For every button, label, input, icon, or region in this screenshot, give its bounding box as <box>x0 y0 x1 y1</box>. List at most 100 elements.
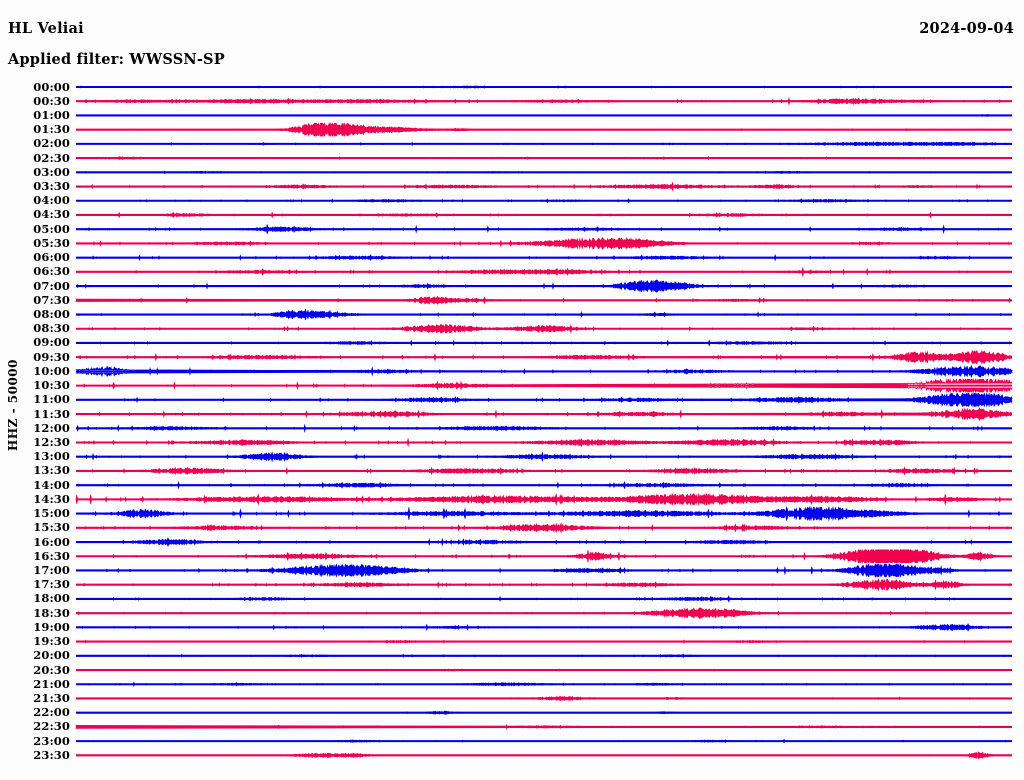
time-tick-1200: 12:00 <box>33 420 70 435</box>
time-tick-2330: 23:30 <box>33 747 70 762</box>
trace-row-1100 <box>75 392 1013 408</box>
trace-row-1200 <box>75 423 1013 433</box>
trace-row-2200 <box>75 710 1013 715</box>
trace-row-2130 <box>75 696 1013 701</box>
trace-row-0000 <box>75 85 1013 89</box>
trace-row-0530 <box>75 236 1013 250</box>
trace-row-0230 <box>75 155 1013 161</box>
trace-row-1330 <box>75 466 1013 476</box>
trace-row-1300 <box>75 451 1013 463</box>
plot-date: 2024-09-04 <box>919 20 1014 37</box>
time-tick-1730: 17:30 <box>33 577 70 592</box>
time-tick-0500: 05:00 <box>33 221 70 236</box>
station-title: HL Veliai <box>8 20 84 37</box>
time-tick-1130: 11:30 <box>33 406 70 421</box>
time-tick-2130: 21:30 <box>33 690 70 705</box>
time-tick-1700: 17:00 <box>33 562 70 577</box>
time-tick-0930: 09:30 <box>33 349 70 364</box>
time-tick-1300: 13:00 <box>33 449 70 464</box>
trace-row-0200 <box>75 141 1013 147</box>
trace-row-0130 <box>75 122 1013 138</box>
time-tick-0200: 02:00 <box>33 136 70 151</box>
time-tick-0600: 06:00 <box>33 250 70 265</box>
time-tick-1230: 12:30 <box>33 435 70 449</box>
time-tick-1400: 14:00 <box>33 477 70 492</box>
trace-row-1800 <box>75 595 1013 603</box>
time-tick-0430: 04:30 <box>33 207 70 222</box>
time-tick-0400: 04:00 <box>33 193 70 208</box>
time-tick-1830: 18:30 <box>33 605 70 620</box>
trace-row-0700 <box>75 279 1013 293</box>
trace-row-2030 <box>75 668 1013 672</box>
trace-row-0830 <box>75 323 1013 334</box>
time-tick-1500: 15:00 <box>33 506 70 521</box>
time-tick-2000: 20:00 <box>33 648 70 663</box>
trace-row-2300 <box>75 738 1013 744</box>
time-tick-0700: 07:00 <box>33 278 70 293</box>
trace-row-1930 <box>75 639 1013 644</box>
time-tick-2100: 21:00 <box>33 676 70 691</box>
trace-row-0800 <box>75 308 1013 321</box>
time-tick-1330: 13:30 <box>33 463 70 478</box>
trace-row-0030 <box>75 96 1013 106</box>
time-tick-1030: 10:30 <box>33 378 70 393</box>
trace-row-0730 <box>75 295 1013 305</box>
time-tick-2200: 22:00 <box>33 705 70 720</box>
waveform-traces <box>75 85 1014 760</box>
time-tick-2300: 23:00 <box>33 733 70 748</box>
trace-row-0630 <box>75 266 1013 277</box>
time-axis: 00:00 00:30 01:00 01:30 02:00 02:30 03:00 03:30… <box>0 80 70 778</box>
time-tick-1530: 15:30 <box>33 520 70 535</box>
time-tick-0530: 05:30 <box>33 235 70 250</box>
time-tick-0330: 03:30 <box>33 179 70 194</box>
trace-row-0600 <box>75 253 1013 262</box>
trace-row-1830 <box>75 607 1013 619</box>
time-tick-0800: 08:00 <box>33 307 70 322</box>
trace-row-2100 <box>75 681 1013 687</box>
time-tick-0730: 07:30 <box>33 292 70 307</box>
time-tick-1800: 18:00 <box>33 591 70 606</box>
trace-row-1000 <box>75 364 1014 379</box>
time-tick-1430: 14:30 <box>33 491 70 506</box>
time-tick-0130: 01:30 <box>33 122 70 137</box>
applied-filter-label: Applied filter: WWSSN-SP <box>8 51 225 68</box>
trace-row-1630 <box>75 548 1013 564</box>
time-tick-0000: 00:00 <box>33 79 70 94</box>
time-tick-2030: 20:30 <box>33 662 70 677</box>
helicorder-plot: 00:00 00:30 01:00 01:30 02:00 02:30 03:00 03:30… <box>0 80 1024 778</box>
trace-row-1500 <box>75 505 1013 522</box>
time-tick-1000: 10:00 <box>33 363 70 378</box>
trace-row-0430 <box>75 211 1013 219</box>
time-tick-1900: 19:00 <box>33 619 70 634</box>
trace-row-1030 <box>75 377 1013 394</box>
trace-row-1700 <box>75 563 1013 578</box>
trace-row-1130 <box>75 407 1013 422</box>
time-tick-0030: 00:30 <box>33 93 70 108</box>
trace-row-1230 <box>75 437 1013 448</box>
time-tick-0100: 01:00 <box>33 107 70 122</box>
time-tick-2230: 22:30 <box>33 719 70 734</box>
time-tick-0830: 08:30 <box>33 321 70 336</box>
time-tick-0900: 09:00 <box>33 335 70 350</box>
time-tick-1100: 11:00 <box>33 392 70 407</box>
trace-row-0330 <box>75 181 1013 192</box>
trace-row-2330 <box>75 751 1013 760</box>
time-tick-0230: 02:30 <box>33 150 70 165</box>
time-tick-1930: 19:30 <box>33 634 70 649</box>
trace-row-2000 <box>75 653 1013 658</box>
time-tick-1630: 16:30 <box>33 548 70 563</box>
trace-row-1430 <box>75 492 1013 507</box>
time-tick-0630: 06:30 <box>33 264 70 279</box>
trace-row-1400 <box>75 480 1013 490</box>
trace-row-1900 <box>75 623 1013 632</box>
trace-row-1530 <box>75 522 1013 534</box>
trace-row-0300 <box>75 170 1013 175</box>
trace-row-1730 <box>75 578 1013 591</box>
trace-row-0500 <box>75 224 1013 235</box>
trace-row-0400 <box>75 197 1013 204</box>
time-tick-1600: 16:00 <box>33 534 70 549</box>
trace-row-0900 <box>75 339 1013 347</box>
trace-row-0100 <box>75 114 1013 117</box>
trace-row-1600 <box>75 537 1013 547</box>
